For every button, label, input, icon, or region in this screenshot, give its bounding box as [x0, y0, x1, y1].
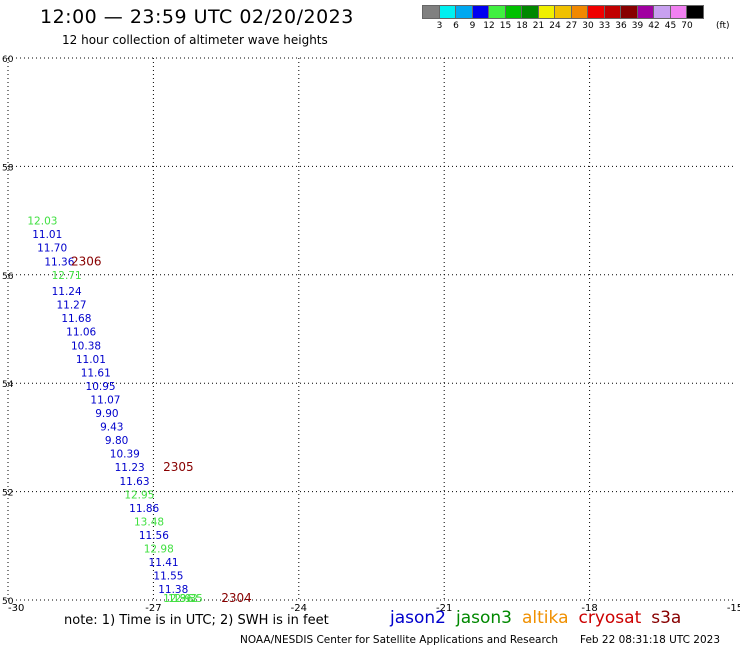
timestamp-text: Feb 22 08:31:18 UTC 2023 — [580, 634, 720, 646]
wave-height-label: 9.43 — [100, 422, 123, 434]
wave-height-label: 12.03 — [27, 216, 57, 228]
wave-height-label: 12.71 — [52, 270, 82, 282]
x-tick-label: -15 — [727, 603, 740, 614]
wave-height-label: 10.39 — [110, 449, 140, 461]
wave-height-label: 11.68 — [61, 313, 91, 325]
wave-height-label: 11.63 — [119, 476, 149, 488]
wave-height-label: 13.35 — [173, 593, 203, 605]
color-scale-label: 33 — [598, 21, 611, 31]
chart-title: 12:00 — 23:59 UTC 02/20/2023 — [40, 6, 354, 28]
wave-height-label: 11.70 — [37, 243, 67, 255]
color-scale-label: 39 — [631, 21, 644, 31]
color-scale-unit: (ft) — [716, 21, 730, 31]
color-scale-labels: (ft) 3 6 9 12 15 18 21 24 27 30 33 36 39 42 45 70 — [422, 21, 740, 35]
y-tick-label: 54 — [2, 380, 14, 390]
y-tick-label: 60 — [2, 55, 14, 65]
color-scale-label: 30 — [582, 21, 594, 31]
wave-height-label: 9.80 — [105, 435, 128, 447]
y-tick-label: 50 — [2, 597, 14, 607]
x-tick-label: -24 — [291, 603, 307, 614]
color-scale-label: 27 — [565, 21, 578, 31]
wave-height-label: 10.38 — [71, 340, 101, 352]
color-scale-bar — [422, 5, 704, 19]
wave-height-label: 11.56 — [139, 530, 169, 542]
color-scale-label: 45 — [664, 21, 677, 31]
wave-height-label: 11.55 — [153, 571, 183, 583]
y-tick-label: 56 — [2, 272, 14, 282]
color-scale-label: 42 — [648, 21, 660, 31]
footnote: note: 1) Time is in UTC; 2) SWH is in fe… — [64, 613, 329, 628]
wave-height-label: 9.90 — [95, 408, 118, 420]
wave-height-label: 11.01 — [76, 354, 106, 366]
wave-height-label: 10.95 — [86, 381, 116, 393]
wave-height-label: 11.24 — [52, 286, 82, 298]
color-scale-label: 24 — [549, 21, 561, 31]
satellite-legend: jason2 jason3 altika cryosat s3a — [390, 608, 691, 628]
color-scale-label: 21 — [532, 21, 545, 31]
satellite-legend-item: cryosat — [578, 608, 642, 628]
wave-height-label: 11.23 — [115, 462, 145, 474]
x-tick-label: -18 — [581, 603, 597, 614]
wave-height-label: 11.06 — [66, 327, 96, 339]
wave-height-label: 11.86 — [129, 503, 159, 515]
credit-text: NOAA/NESDIS Center for Satellite Applica… — [240, 634, 558, 646]
wave-height-label: 11.36 — [44, 256, 74, 268]
chart-subtitle: 12 hour collection of altimeter wave hei… — [62, 33, 328, 47]
x-tick-label: -30 — [8, 603, 24, 614]
x-tick-label: -27 — [145, 603, 161, 614]
color-scale-label: 70 — [681, 21, 693, 31]
color-scale-cell — [686, 5, 704, 19]
satellite-legend-item: s3a — [651, 608, 682, 628]
wave-height-label: 11.07 — [90, 394, 120, 406]
color-scale-label: 9 — [469, 21, 476, 31]
wave-height-label: 11.27 — [56, 300, 86, 312]
color-scale-label: 6 — [453, 21, 459, 31]
color-scale-label: 36 — [615, 21, 627, 31]
pass-time-annotation: 2305 — [163, 460, 194, 474]
color-scale-label: 12 — [483, 21, 495, 31]
x-tick-label: -21 — [436, 603, 452, 614]
y-tick-label: 58 — [2, 163, 14, 173]
wave-height-label: 11.61 — [81, 367, 111, 379]
satellite-legend-item: jason3 — [456, 608, 512, 628]
pass-time-annotation: 2304 — [221, 591, 252, 605]
wave-height-label: 12.92 — [168, 593, 198, 605]
wave-height-label: 12.98 — [144, 544, 174, 556]
wave-height-label: 12.95 — [124, 489, 154, 501]
pass-time-annotation: 2306 — [71, 254, 102, 268]
satellite-legend-item: altika — [522, 608, 569, 628]
wave-height-label: 11.38 — [158, 584, 188, 596]
wave-height-label: 12.96 — [163, 593, 193, 605]
wave-height-label: 11.01 — [32, 229, 62, 241]
y-tick-label: 52 — [2, 489, 13, 499]
color-scale-label: 15 — [499, 21, 512, 31]
wave-height-label: 13.48 — [134, 516, 164, 528]
satellite-legend-item: jason2 — [390, 608, 446, 628]
color-scale-label: 18 — [516, 21, 528, 31]
color-scale-label: 3 — [436, 21, 443, 31]
wave-height-label: 11.41 — [149, 557, 179, 569]
